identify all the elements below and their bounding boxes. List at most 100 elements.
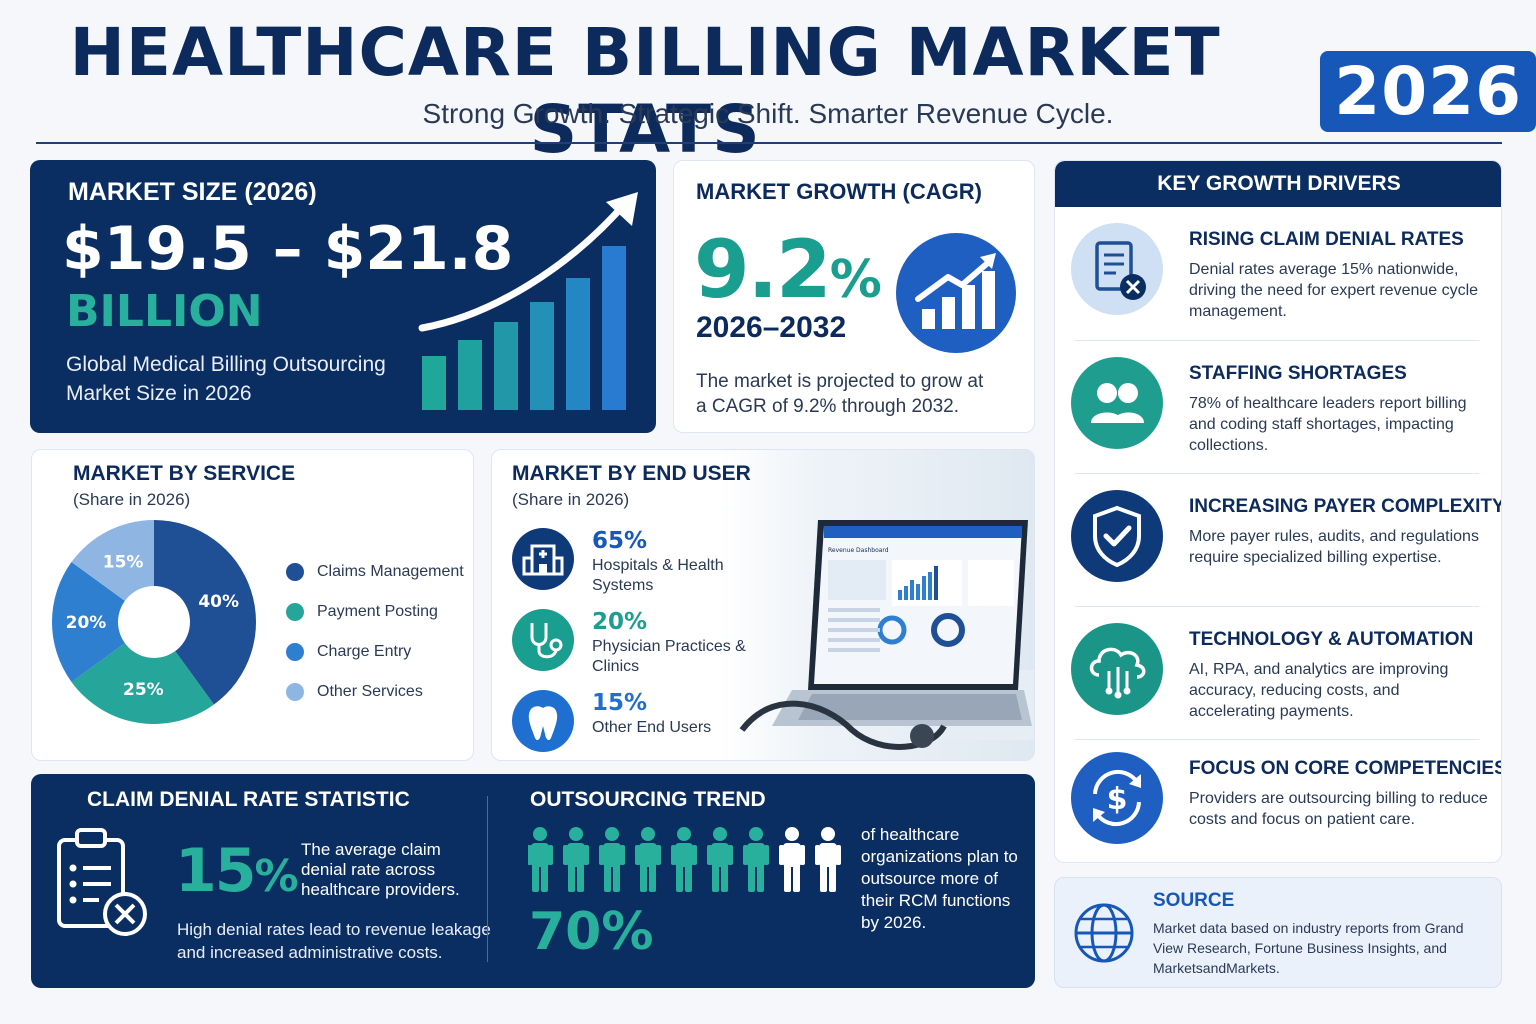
header-divider xyxy=(36,142,1502,144)
denial-title: CLAIM DENIAL RATE STATISTIC xyxy=(87,788,410,811)
person-icon xyxy=(779,827,805,892)
service-title: MARKET BY SERVICE xyxy=(73,462,296,485)
driver-divider xyxy=(1075,606,1479,607)
legend-item: Other Services xyxy=(286,672,464,712)
driver-divider xyxy=(1075,739,1479,740)
outsourcing-description: of healthcare organizations plan to outs… xyxy=(861,825,1018,932)
person-icon xyxy=(815,827,841,892)
service-subtitle: (Share in 2026) xyxy=(73,490,191,509)
cagr-value: 9.2% xyxy=(694,223,882,316)
page-title: HEALTHCARE BILLING MARKET STATS 2026 xyxy=(0,14,1536,168)
cloud-circuit-icon xyxy=(1071,623,1163,715)
donut-slice-label: 20% xyxy=(66,613,107,633)
market-size-description: Global Medical Billing Outsourcing Marke… xyxy=(66,353,386,405)
driver-description: More payer rules, audits, and regulation… xyxy=(1189,528,1479,566)
service-legend: Claims Management Payment Posting Charge… xyxy=(286,552,464,712)
denial-rate-percent-sign: % xyxy=(254,851,299,902)
driver-title: RISING CLAIM DENIAL RATES xyxy=(1189,229,1464,250)
donut-hole xyxy=(118,586,190,658)
denial-description: The average claim denial rate across hea… xyxy=(301,840,460,899)
person-icon xyxy=(528,827,553,892)
market-size-card: MARKET SIZE (2026) $19.5 – $21.8 BILLION… xyxy=(30,160,656,433)
donut-slice-label: 40% xyxy=(198,592,239,612)
legend-swatch xyxy=(286,683,304,701)
legend-label: Payment Posting xyxy=(317,603,438,620)
legend-label: Charge Entry xyxy=(317,643,412,660)
person-icon xyxy=(743,827,769,892)
denial-rate-number: 15 xyxy=(175,836,256,906)
driver-item: RISING CLAIM DENIAL RATES Denial rates a… xyxy=(1055,207,1501,339)
page-title-text: HEALTHCARE BILLING MARKET STATS xyxy=(69,14,1221,168)
denial-note: High denial rates lead to revenue leakag… xyxy=(177,920,491,962)
legend-label: Claims Management xyxy=(317,563,464,580)
hospital-icon xyxy=(512,528,574,590)
growth-bars-arrow-icon xyxy=(418,192,638,410)
legend-swatch xyxy=(286,643,304,661)
cagr-number: 9.2 xyxy=(694,223,832,316)
stethoscope-icon xyxy=(512,609,574,671)
person-icon xyxy=(599,827,625,892)
legend-item: Charge Entry xyxy=(286,632,464,672)
laptop-dashboard-image: Revenue Dashboard xyxy=(739,520,1034,750)
legend-swatch xyxy=(286,603,304,621)
cagr-description: The market is projected to grow at a CAG… xyxy=(696,371,984,417)
driver-divider xyxy=(1075,473,1479,474)
driver-title: STAFFING SHORTAGES xyxy=(1189,363,1407,384)
person-icon xyxy=(707,827,733,892)
person-icon xyxy=(635,827,661,892)
key-growth-drivers-panel: KEY GROWTH DRIVERS RISING CLAIM DENIAL R… xyxy=(1054,160,1502,863)
market-by-end-user-card: MARKET BY END USER (Share in 2026) Reven… xyxy=(491,449,1035,761)
source-text: Market data based on industry reports fr… xyxy=(1153,920,1464,976)
driver-description: Denial rates average 15% nationwide, dri… xyxy=(1189,261,1479,320)
cagr-percent-sign: % xyxy=(829,250,882,310)
person-icon xyxy=(671,827,697,892)
cagr-range: 2026–2032 xyxy=(696,311,847,344)
dollar-cycle-icon: $ xyxy=(1071,752,1163,844)
outsourcing-value: 70% xyxy=(529,902,654,962)
clipboard-denied-icon xyxy=(57,828,147,936)
service-donut-chart: 40% 25% 20% 15% xyxy=(51,520,257,724)
donut-slice-label: 25% xyxy=(123,680,164,700)
dashboard-title: Revenue Dashboard xyxy=(828,547,889,554)
driver-item: INCREASING PAYER COMPLEXITY More payer r… xyxy=(1055,474,1502,606)
people-icon xyxy=(1071,357,1163,449)
section-divider xyxy=(487,796,488,962)
year-badge: 2026 xyxy=(1320,50,1536,132)
driver-title: INCREASING PAYER COMPLEXITY xyxy=(1189,496,1502,517)
end-user-subtitle: (Share in 2026) xyxy=(512,490,630,509)
cagr-card: MARKET GROWTH (CAGR) 9.2% 2026–2032 The … xyxy=(673,160,1035,433)
market-size-unit: BILLION xyxy=(66,286,263,337)
end-user-label: Other End Users xyxy=(592,719,712,736)
legend-item: Claims Management xyxy=(286,552,464,592)
donut-slice-label: 15% xyxy=(103,552,144,572)
market-size-label: MARKET SIZE (2026) xyxy=(68,178,317,206)
market-size-value: $19.5 – $21.8 xyxy=(62,214,514,284)
donut-slice xyxy=(154,520,257,705)
people-pictogram xyxy=(528,827,841,892)
page-subtitle: Strong Growth. Strategic Shift. Smarter … xyxy=(422,98,1114,129)
end-user-label: Physician Practices & Clinics xyxy=(592,638,746,675)
svg-text:$: $ xyxy=(1107,782,1128,817)
driver-divider xyxy=(1075,340,1479,341)
market-by-service-card: MARKET BY SERVICE (Share in 2026) 40% 25%… xyxy=(31,449,474,761)
globe-icon xyxy=(1074,903,1134,963)
chart-up-icon xyxy=(896,233,1016,353)
driver-item: TECHNOLOGY & AUTOMATION AI, RPA, and ana… xyxy=(1055,607,1501,739)
driver-title: TECHNOLOGY & AUTOMATION xyxy=(1189,629,1474,650)
person-icon xyxy=(563,827,589,892)
denied-document-icon xyxy=(1071,223,1163,315)
end-user-label: Hospitals & Health Systems xyxy=(592,557,724,594)
driver-description: AI, RPA, and analytics are improving acc… xyxy=(1189,661,1449,720)
end-user-percent: 15% xyxy=(592,690,648,716)
legend-label: Other Services xyxy=(317,683,423,700)
driver-title: FOCUS ON CORE COMPETENCIES xyxy=(1189,758,1502,779)
legend-swatch xyxy=(286,563,304,581)
end-user-title: MARKET BY END USER xyxy=(512,462,751,485)
legend-item: Payment Posting xyxy=(286,592,464,632)
end-user-percent: 20% xyxy=(592,609,648,635)
denial-outsourcing-card: CLAIM DENIAL RATE STATISTIC 15% The aver… xyxy=(31,774,1035,988)
source-title: SOURCE xyxy=(1153,890,1235,911)
donut-slice xyxy=(71,622,214,724)
donut-slice xyxy=(51,562,154,682)
source-card: SOURCE Market data based on industry rep… xyxy=(1054,877,1502,988)
